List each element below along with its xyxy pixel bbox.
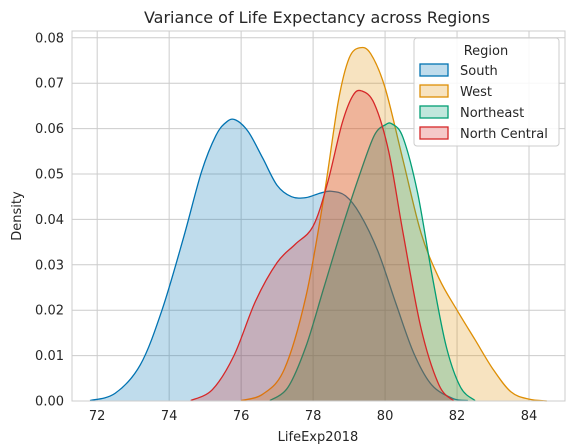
legend-label-north-central: North Central (460, 127, 548, 142)
area-northeast (269, 122, 476, 402)
line-north-central (190, 89, 454, 402)
y-tick-label-0: 0.00 (35, 395, 64, 410)
legend-label-west: West (460, 85, 492, 100)
chart-title: Variance of Life Expectancy across Regio… (144, 8, 490, 27)
legend-items: South West Northeast North Central (419, 63, 548, 142)
legend-swatch-northeast (419, 105, 449, 119)
y-tick-label-4: 0.04 (35, 213, 64, 228)
line-west (240, 46, 548, 402)
y-axis-label: Density (10, 191, 25, 241)
x-tick-label-3: 78 (305, 409, 322, 424)
x-axis-ticks: 72 74 76 78 80 82 84 (89, 409, 537, 424)
y-tick-label-2: 0.02 (35, 304, 64, 319)
line-south (89, 118, 468, 402)
legend-box (413, 37, 560, 147)
legend-swatch-west (419, 84, 449, 98)
area-north-central (190, 90, 454, 401)
x-tick-label-0: 72 (89, 409, 106, 424)
y-axis-ticks: 0.00 0.01 0.02 0.03 0.04 0.05 0.06 0.07 0.08 (35, 31, 64, 409)
legend-swatch-south (419, 63, 449, 77)
y-tick-label-7: 0.07 (35, 77, 64, 92)
x-axis-label: LifeExp2018 (278, 430, 359, 445)
area-west (241, 47, 548, 401)
y-tick-label-6: 0.06 (35, 122, 64, 137)
y-tick-label-3: 0.03 (35, 258, 64, 273)
density-areas (89, 46, 548, 402)
line-northeast (269, 122, 476, 402)
legend-label-south: South (460, 64, 498, 79)
y-tick-label-8: 0.08 (35, 31, 64, 46)
legend-swatch-north-central (419, 126, 449, 140)
legend: Region South West Northeast North Central (413, 37, 560, 147)
legend-label-northeast: Northeast (460, 106, 524, 121)
legend-title: Region (464, 44, 509, 59)
y-tick-label-1: 0.01 (35, 349, 64, 364)
x-tick-label-4: 80 (377, 409, 394, 424)
x-tick-label-5: 82 (449, 409, 466, 424)
x-tick-label-2: 76 (233, 409, 250, 424)
x-tick-label-1: 74 (161, 409, 178, 424)
x-tick-label-6: 84 (521, 409, 538, 424)
y-tick-label-5: 0.05 (35, 168, 64, 183)
plot-frame (71, 30, 566, 402)
